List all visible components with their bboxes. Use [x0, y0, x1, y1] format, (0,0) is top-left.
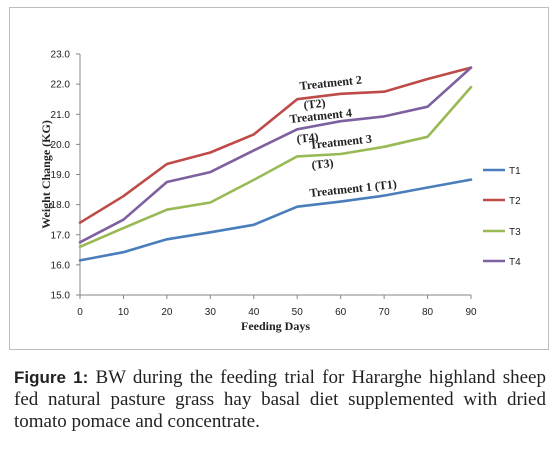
y-axis-title: Weight Change (KG): [39, 120, 53, 229]
legend-label-t3: T3: [509, 227, 521, 238]
x-tick-label: 30: [205, 307, 217, 318]
annotation-t4-line-1: Treatment 4: [289, 106, 353, 126]
legend-label-t4: T4: [509, 257, 521, 268]
x-tick-label: 40: [248, 307, 260, 318]
y-tick-label: 17.0: [51, 230, 71, 241]
annotation-t3-line-1: Treatment 3: [309, 132, 373, 152]
chart-frame: [9, 7, 549, 350]
annotation-t3-line-2: (T3): [311, 156, 334, 172]
legend-label-t2: T2: [509, 196, 521, 207]
series-line-t2: [78, 66, 473, 224]
caption-text: BW during the feeding trial for Hararghe…: [14, 367, 546, 432]
caption-label: Figure 1:: [14, 368, 89, 387]
y-tick-label: 19.0: [51, 170, 71, 181]
figure-caption: Figure 1: BW during the feeding trial fo…: [14, 367, 546, 433]
x-tick-label: 10: [118, 307, 130, 318]
series-line-t3: [78, 85, 473, 249]
series-line-t4: [78, 66, 473, 244]
x-axis-title: Feeding Days: [241, 319, 310, 333]
annotation-t2-line-1: Treatment 2: [299, 73, 363, 93]
annotation-t4-line-2: (T4): [296, 130, 319, 146]
x-tick-label: 0: [77, 307, 83, 318]
series-line-t1: [78, 178, 473, 262]
y-tick-label: 23.0: [51, 50, 71, 61]
x-tick-label: 80: [422, 307, 434, 318]
y-tick-label: 16.0: [51, 260, 71, 271]
y-tick-label: 18.0: [51, 200, 71, 211]
y-tick-label: 20.0: [51, 140, 71, 151]
x-tick-label: 70: [379, 307, 391, 318]
y-tick-label: 22.0: [51, 80, 71, 91]
y-tick-label: 21.0: [51, 110, 71, 121]
x-tick-label: 90: [465, 307, 477, 318]
x-tick-label: 60: [335, 307, 347, 318]
x-tick-label: 50: [292, 307, 304, 318]
annotation-t2-line-2: (T2): [303, 96, 326, 112]
legend-label-t1: T1: [509, 166, 521, 177]
x-tick-label: 20: [161, 307, 173, 318]
line-chart: 15.0 16.0 17.0 18.0 19.0 20.0 21.0 22.0 23.0 0 10 2…: [39, 50, 521, 334]
y-tick-label: 15.0: [51, 291, 71, 302]
